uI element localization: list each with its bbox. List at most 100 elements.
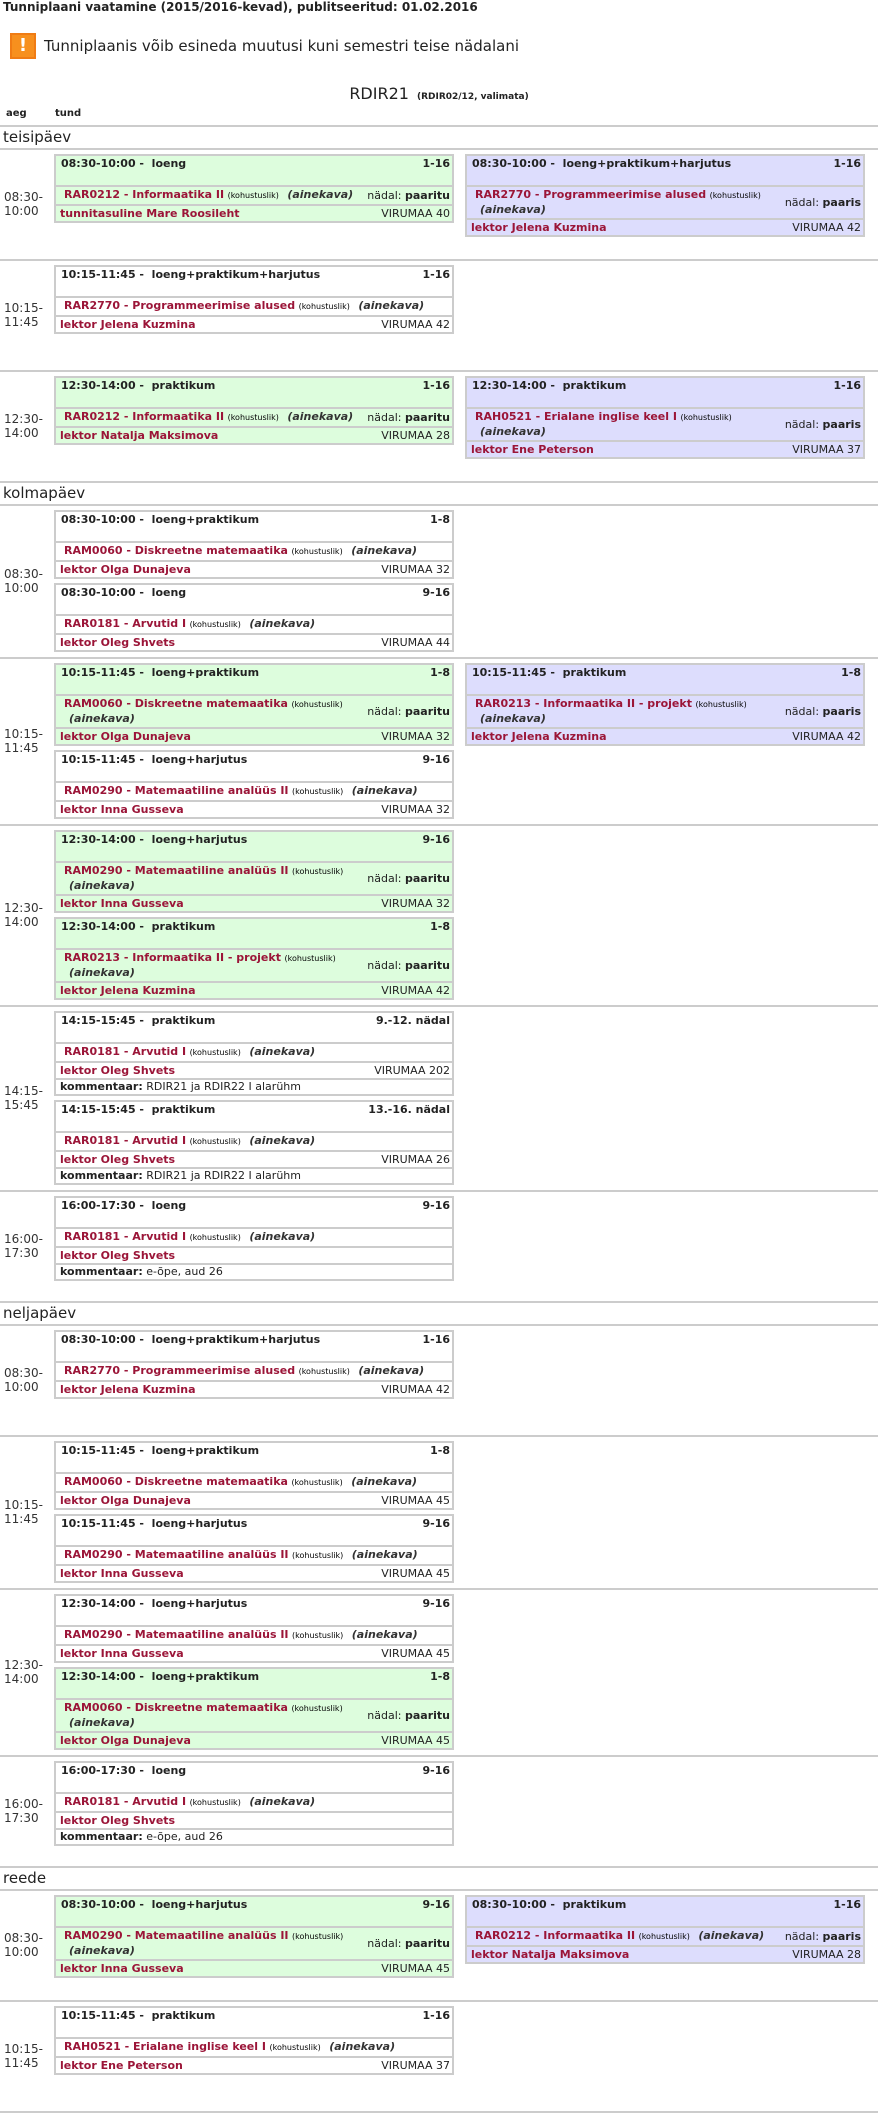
- slot-time-end: 11:45: [4, 1512, 39, 1526]
- ainekava-link[interactable]: (ainekava): [69, 712, 135, 725]
- teacher-link[interactable]: lektor Oleg Shvets: [60, 1814, 176, 1827]
- course-link[interactable]: RAR0181 - Arvutid I: [64, 1045, 187, 1058]
- lesson-weeks: 1-16: [422, 2009, 450, 2022]
- lesson-header: 12:30-14:00 - praktikum 1-16: [467, 378, 863, 409]
- ainekava-link[interactable]: (ainekava): [69, 966, 135, 979]
- teacher-link[interactable]: lektor Inna Gusseva: [60, 1962, 184, 1975]
- course-required: (kohustuslik): [709, 191, 761, 200]
- comment-label: kommentaar:: [60, 1830, 143, 1843]
- teacher-row: lektor Ene Peterson VIRUMAA 37: [467, 442, 863, 457]
- ainekava-link[interactable]: (ainekava): [480, 425, 546, 438]
- lesson-weeks: 9-16: [422, 586, 450, 599]
- lesson-weeks: 9-16: [422, 1517, 450, 1530]
- slot-time: 16:00- 17:30: [0, 1196, 54, 1296]
- slot-time-end: 15:45: [4, 1098, 39, 1112]
- teacher-link[interactable]: lektor Olga Dunajeva: [60, 1494, 191, 1507]
- teacher-link[interactable]: lektor Ene Peterson: [60, 2059, 183, 2072]
- teacher-link[interactable]: lektor Natalja Maksimova: [471, 1948, 630, 1961]
- course-link[interactable]: RAR0212 - Informaatika II: [64, 188, 225, 201]
- teacher-link[interactable]: lektor Natalja Maksimova: [60, 429, 219, 442]
- ainekava-link[interactable]: (ainekava): [358, 1364, 425, 1377]
- course-link[interactable]: RAM0290 - Matemaatiline analüüs II: [64, 1628, 289, 1641]
- course-link[interactable]: RAM0290 - Matemaatiline analüüs II: [64, 1929, 289, 1942]
- lesson-card: 10:15-11:45 - praktikum 1-16 RAH0521 - Eri…: [54, 2006, 454, 2075]
- teacher-link[interactable]: lektor Jelena Kuzmina: [60, 318, 196, 331]
- ainekava-link[interactable]: (ainekava): [249, 1230, 316, 1243]
- ainekava-link[interactable]: (ainekava): [351, 1628, 418, 1641]
- ainekava-link[interactable]: (ainekava): [480, 203, 546, 216]
- lesson-weeks: 9-16: [422, 1199, 450, 1212]
- ainekava-link[interactable]: (ainekava): [249, 1134, 316, 1147]
- ainekava-link[interactable]: (ainekava): [249, 1795, 316, 1808]
- slot-time-end: 10:00: [4, 581, 39, 595]
- left-column: 08:30-10:00 - loeng+praktikum 1-8 RAM0060 …: [54, 510, 454, 652]
- course-link[interactable]: RAM0290 - Matemaatiline analüüs II: [64, 864, 289, 877]
- teacher-link[interactable]: lektor Inna Gusseva: [60, 1647, 184, 1660]
- course-required: (kohustuslik): [269, 2043, 321, 2052]
- ainekava-link[interactable]: (ainekava): [69, 1944, 135, 1957]
- ainekava-link[interactable]: (ainekava): [69, 1716, 135, 1729]
- course-link[interactable]: RAH0521 - Erialane inglise keel I: [475, 410, 677, 423]
- teacher-link[interactable]: lektor Oleg Shvets: [60, 636, 176, 649]
- lesson-header: 12:30-14:00 - loeng+harjutus 9-16: [56, 832, 452, 863]
- left-column: 10:15-11:45 - loeng+praktikum 1-8 RAM0060 …: [54, 1441, 454, 1583]
- ainekava-link[interactable]: (ainekava): [249, 1045, 316, 1058]
- course-link[interactable]: RAR0181 - Arvutid I: [64, 617, 187, 630]
- ainekava-link[interactable]: (ainekava): [329, 2040, 396, 2053]
- ainekava-link[interactable]: (ainekava): [249, 617, 316, 630]
- room: VIRUMAA 26: [381, 1153, 450, 1166]
- teacher-link[interactable]: lektor Inna Gusseva: [60, 897, 184, 910]
- course-required: (kohustuslik): [298, 1367, 350, 1376]
- course-link[interactable]: RAR0212 - Informaatika II: [64, 410, 225, 423]
- ainekava-link[interactable]: (ainekava): [351, 1475, 418, 1488]
- lesson-weeks: 1-8: [430, 920, 450, 933]
- teacher-link[interactable]: lektor Inna Gusseva: [60, 1567, 184, 1580]
- course-link[interactable]: RAR0213 - Informaatika II - projekt: [64, 951, 281, 964]
- room: VIRUMAA 28: [381, 429, 450, 442]
- lesson-card: 14:15-15:45 - praktikum 13.-16. nädal RAR0…: [54, 1100, 454, 1185]
- teacher-link[interactable]: lektor Jelena Kuzmina: [471, 730, 607, 743]
- course-link[interactable]: RAM0060 - Diskreetne matemaatika: [64, 544, 288, 557]
- course-link[interactable]: RAH0521 - Erialane inglise keel I: [64, 2040, 266, 2053]
- teacher-row: lektor Jelena Kuzmina VIRUMAA 42: [56, 317, 452, 332]
- teacher-link[interactable]: lektor Inna Gusseva: [60, 803, 184, 816]
- course-link[interactable]: RAM0290 - Matemaatiline analüüs II: [64, 784, 289, 797]
- course-link[interactable]: RAM0060 - Diskreetne matemaatika: [64, 1701, 288, 1714]
- lesson-header: 14:15-15:45 - praktikum 13.-16. nädal: [56, 1102, 452, 1133]
- teacher-link[interactable]: lektor Olga Dunajeva: [60, 1734, 191, 1747]
- course-link[interactable]: RAM0060 - Diskreetne matemaatika: [64, 697, 288, 710]
- comment-label: kommentaar:: [60, 1169, 143, 1182]
- lesson-header: 16:00-17:30 - loeng 9-16: [56, 1198, 452, 1229]
- course-link[interactable]: RAR2770 - Programmeerimise alused: [64, 299, 296, 312]
- course-link[interactable]: RAM0290 - Matemaatiline analüüs II: [64, 1548, 289, 1561]
- course-link[interactable]: RAR0213 - Informaatika II - projekt: [475, 697, 692, 710]
- course-link[interactable]: RAM0060 - Diskreetne matemaatika: [64, 1475, 288, 1488]
- teacher-link[interactable]: lektor Jelena Kuzmina: [60, 984, 196, 997]
- teacher-link[interactable]: lektor Jelena Kuzmina: [60, 1383, 196, 1396]
- course-link[interactable]: RAR0212 - Informaatika II: [475, 1929, 636, 1942]
- teacher-link[interactable]: tunnitasuline Mare Roosileht: [60, 207, 240, 220]
- ainekava-link[interactable]: (ainekava): [358, 299, 425, 312]
- teacher-link[interactable]: lektor Oleg Shvets: [60, 1153, 176, 1166]
- teacher-link[interactable]: lektor Ene Peterson: [471, 443, 594, 456]
- ainekava-link[interactable]: (ainekava): [287, 410, 354, 423]
- teacher-link[interactable]: lektor Olga Dunajeva: [60, 730, 191, 743]
- ainekava-link[interactable]: (ainekava): [698, 1929, 765, 1942]
- ainekava-link[interactable]: (ainekava): [69, 879, 135, 892]
- ainekava-link[interactable]: (ainekava): [287, 188, 354, 201]
- teacher-link[interactable]: lektor Jelena Kuzmina: [471, 221, 607, 234]
- course-link[interactable]: RAR0181 - Arvutid I: [64, 1795, 187, 1808]
- ainekava-link[interactable]: (ainekava): [351, 544, 418, 557]
- course-link[interactable]: RAR0181 - Arvutid I: [64, 1134, 187, 1147]
- course-link[interactable]: RAR2770 - Programmeerimise alused: [475, 188, 707, 201]
- lesson-type: loeng+praktikum: [151, 513, 260, 526]
- ainekava-link[interactable]: (ainekava): [351, 784, 418, 797]
- teacher-link[interactable]: lektor Oleg Shvets: [60, 1064, 176, 1077]
- course-link[interactable]: RAR0181 - Arvutid I: [64, 1230, 187, 1243]
- ainekava-link[interactable]: (ainekava): [480, 712, 546, 725]
- teacher-link[interactable]: lektor Oleg Shvets: [60, 1249, 176, 1262]
- course-link[interactable]: RAR2770 - Programmeerimise alused: [64, 1364, 296, 1377]
- week-label: nädal:: [784, 195, 820, 209]
- teacher-link[interactable]: lektor Olga Dunajeva: [60, 563, 191, 576]
- ainekava-link[interactable]: (ainekava): [351, 1548, 418, 1561]
